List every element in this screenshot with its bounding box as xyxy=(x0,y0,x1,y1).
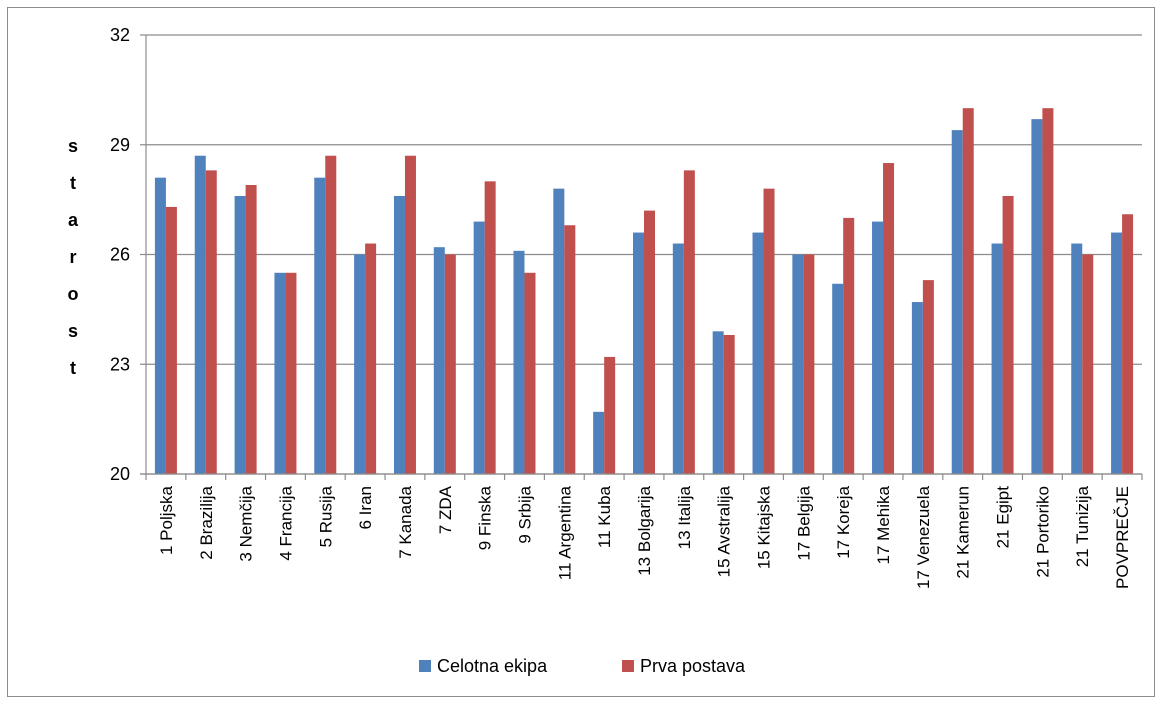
y-axis-title-letter: t xyxy=(70,173,76,193)
bar-prva-postava xyxy=(1082,254,1094,474)
y-axis-title-letter: s xyxy=(68,136,78,156)
bar-prva-postava xyxy=(1042,108,1054,475)
x-category-label: 13 Italija xyxy=(675,485,694,549)
bar-prva-postava xyxy=(564,225,576,474)
x-category-label: 6 Iran xyxy=(356,486,375,529)
bar-prva-postava xyxy=(404,155,416,474)
bar-celotna-ekipa xyxy=(951,130,963,474)
x-category-label: 17 Mehika xyxy=(874,485,893,564)
bar-celotna-ekipa xyxy=(872,221,884,474)
bar-prva-postava xyxy=(365,243,377,474)
y-axis-title-letter: r xyxy=(69,247,76,267)
bar-celotna-ekipa xyxy=(274,272,286,474)
y-tick-label: 23 xyxy=(110,354,130,374)
legend-swatch xyxy=(622,660,634,672)
bar-prva-postava xyxy=(325,155,337,474)
x-category-label: 7 ZDA xyxy=(436,485,455,534)
bar-prva-postava xyxy=(524,272,536,474)
bar-prva-postava xyxy=(644,210,655,474)
bar-celotna-ekipa xyxy=(513,250,525,474)
bar-celotna-ekipa xyxy=(393,195,405,474)
x-category-label: 9 Finska xyxy=(476,485,495,550)
bar-celotna-ekipa xyxy=(1111,232,1123,474)
x-category-label: 7 Kanada xyxy=(396,485,415,558)
x-category-label: 21 Egipt xyxy=(994,486,1013,549)
bar-prva-postava xyxy=(922,280,934,474)
bar-prva-postava xyxy=(604,356,616,474)
bar-prva-postava xyxy=(962,108,974,475)
y-axis-title-letter: a xyxy=(68,210,79,230)
bar-celotna-ekipa xyxy=(792,254,804,474)
bar-celotna-ekipa xyxy=(154,177,166,475)
bar-prva-postava xyxy=(883,163,895,474)
bar-celotna-ekipa xyxy=(1071,243,1083,474)
x-category-label: 11 Argentina xyxy=(555,485,574,580)
bar-celotna-ekipa xyxy=(354,254,366,474)
x-category-label: POVPREČJE xyxy=(1113,486,1132,589)
bar-celotna-ekipa xyxy=(553,188,565,474)
x-category-label: 11 Kuba xyxy=(595,485,614,548)
bar-celotna-ekipa xyxy=(1031,119,1043,475)
x-category-label: 15 Kitajska xyxy=(755,485,774,569)
x-category-label: 9 Srbija xyxy=(515,485,534,543)
legend-label: Celotna ekipa xyxy=(437,656,548,676)
bar-celotna-ekipa xyxy=(234,195,246,474)
bar-celotna-ekipa xyxy=(314,177,326,475)
x-category-label: 17 Venezuela xyxy=(914,485,933,589)
legend-label: Prva postava xyxy=(640,656,746,676)
bar-prva-postava xyxy=(803,254,815,474)
legend: Celotna ekipa Prva postava xyxy=(419,656,746,676)
bar-celotna-ekipa xyxy=(433,247,445,474)
x-category-label: 17 Belgija xyxy=(794,485,813,560)
bar-prva-postava xyxy=(444,254,456,474)
x-category-label: 3 Nemčija xyxy=(237,485,256,561)
y-tick-label: 26 xyxy=(110,245,130,265)
bar-prva-postava xyxy=(285,272,297,474)
x-category-label: 5 Rusija xyxy=(316,485,335,547)
bar-prva-postava xyxy=(723,334,735,474)
bar-celotna-ekipa xyxy=(991,243,1003,474)
bar-prva-postava xyxy=(484,181,496,475)
bar-prva-postava xyxy=(205,170,217,474)
y-tick-labels: 20 23 26 29 32 xyxy=(110,25,130,484)
bars xyxy=(154,108,1134,475)
y-tick-label: 20 xyxy=(110,464,130,484)
x-category-label: 15 Avstralija xyxy=(715,485,734,577)
x-category-label: 21 Tunizija xyxy=(1073,485,1092,567)
bar-celotna-ekipa xyxy=(473,221,485,474)
bar-celotna-ekipa xyxy=(911,302,923,474)
x-category-label: 21 Kamerun xyxy=(954,486,973,579)
bar-celotna-ekipa xyxy=(194,155,206,474)
bar-prva-postava xyxy=(245,184,257,474)
bar-prva-postava xyxy=(763,188,775,474)
y-axis-title-letter: o xyxy=(68,284,79,304)
y-tick-label: 29 xyxy=(110,135,130,155)
legend-swatch xyxy=(419,660,431,672)
bar-celotna-ekipa xyxy=(712,331,724,474)
bar-prva-postava xyxy=(843,217,855,474)
x-category-label: 4 Francija xyxy=(276,485,295,560)
y-axis-title-letter: s xyxy=(68,321,78,341)
x-category-label: 17 Koreja xyxy=(834,485,853,558)
y-tick-label: 32 xyxy=(110,25,130,45)
bar-celotna-ekipa xyxy=(593,411,605,474)
bar-prva-postava xyxy=(165,206,177,475)
y-axis-title-letter: t xyxy=(70,358,76,378)
x-category-label: 1 Poljska xyxy=(157,485,176,555)
bar-celotna-ekipa xyxy=(633,232,644,474)
x-category-label: 21 Portoriko xyxy=(1033,486,1052,578)
bar-celotna-ekipa xyxy=(832,283,844,474)
x-category-label: 13 Bolgarija xyxy=(635,485,654,575)
bar-prva-postava xyxy=(1002,195,1014,474)
bar-prva-postava xyxy=(1122,214,1134,474)
x-category-labels: 1 Poljska 2 Brazilija 3 Nemčija 4 Francija 5… xyxy=(157,485,1132,589)
bar-celotna-ekipa xyxy=(672,243,684,474)
x-category-label: 2 Brazilija xyxy=(197,485,216,559)
axes xyxy=(140,34,1143,480)
bar-prva-postava xyxy=(683,170,695,474)
bar-celotna-ekipa xyxy=(752,232,764,474)
